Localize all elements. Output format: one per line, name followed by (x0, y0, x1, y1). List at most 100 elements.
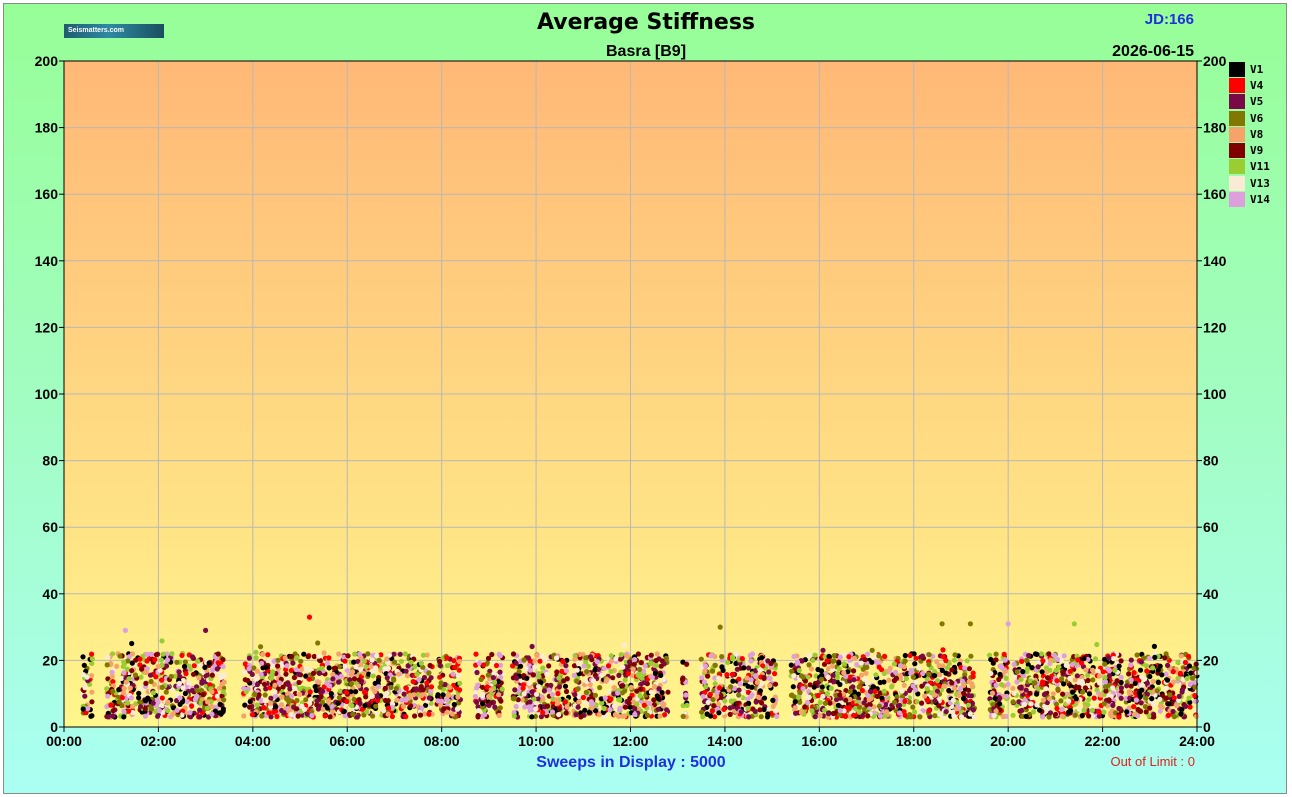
data-point-v4 (736, 676, 742, 682)
data-point-v14 (601, 665, 607, 672)
data-point-v13 (806, 694, 812, 701)
y-tick-label-right: 160 (1203, 186, 1227, 202)
data-point-v11 (1071, 621, 1077, 627)
data-point-v9 (718, 692, 724, 698)
data-point-v9 (351, 676, 358, 682)
data-point-v1 (733, 660, 739, 667)
data-point-v6 (388, 684, 394, 691)
data-point-v14 (1157, 708, 1163, 714)
data-point-v6 (584, 669, 590, 675)
data-point-v1 (312, 684, 318, 690)
data-point-v1 (1137, 667, 1144, 673)
x-tick-label: 24:00 (1179, 733, 1215, 749)
data-point-v4 (1192, 693, 1198, 699)
data-point-v1 (835, 702, 842, 708)
data-point-v9 (498, 698, 504, 704)
data-point-v13 (1180, 677, 1186, 683)
data-point-v8 (969, 681, 975, 687)
data-point-v8 (350, 669, 356, 675)
data-point-v11 (965, 702, 972, 708)
data-point-v13 (159, 702, 165, 709)
data-point-v6 (438, 680, 444, 686)
data-point-v4 (444, 655, 450, 661)
data-point-v1 (770, 697, 776, 704)
data-point-v9 (1151, 714, 1157, 720)
data-point-v14 (156, 708, 162, 714)
data-point-v8 (438, 702, 444, 708)
data-point-v6 (806, 662, 812, 668)
data-point-v4 (274, 713, 280, 720)
data-point-v9 (1162, 655, 1168, 661)
data-point-v8 (196, 675, 202, 681)
data-point-v1 (915, 691, 921, 697)
data-point-v1 (1178, 711, 1184, 717)
data-point-v8 (993, 708, 999, 714)
data-point-v11 (531, 696, 537, 702)
data-point-v6 (990, 702, 996, 708)
data-point-v13 (790, 714, 796, 720)
data-point-v6 (1167, 692, 1173, 698)
data-point-v13 (574, 667, 580, 673)
data-point-v11 (637, 693, 643, 699)
data-point-v8 (744, 675, 750, 681)
data-point-v4 (451, 658, 457, 664)
data-point-v8 (89, 689, 95, 695)
data-point-v6 (1010, 699, 1016, 705)
data-point-v8 (534, 652, 540, 658)
data-point-v8 (411, 692, 417, 698)
data-point-v6 (315, 640, 321, 646)
data-point-v1 (943, 670, 949, 676)
data-point-v6 (736, 692, 742, 698)
data-point-v1 (1073, 696, 1079, 702)
data-point-v4 (426, 711, 432, 717)
data-point-v14 (309, 712, 315, 719)
data-point-v8 (901, 682, 907, 689)
data-point-v8 (847, 696, 853, 702)
data-point-v6 (717, 624, 723, 630)
data-point-v6 (336, 664, 342, 670)
data-point-v8 (282, 655, 288, 661)
data-point-v1 (749, 684, 755, 690)
data-point-v9 (862, 657, 868, 663)
data-point-v4 (872, 688, 878, 695)
x-tick-label: 08:00 (424, 733, 460, 749)
data-point-v4 (110, 679, 116, 685)
data-point-v11 (198, 700, 204, 706)
data-point-v11 (536, 674, 542, 680)
data-point-v9 (651, 697, 657, 703)
data-point-v13 (1076, 706, 1082, 712)
data-point-v5 (1074, 673, 1080, 679)
data-point-v9 (1136, 708, 1143, 714)
data-point-v1 (1132, 680, 1138, 687)
data-point-v6 (125, 658, 131, 664)
data-point-v9 (292, 690, 299, 697)
data-point-v8 (208, 703, 215, 710)
data-point-v14 (647, 700, 653, 706)
data-point-v9 (571, 663, 578, 669)
data-point-v4 (902, 712, 908, 718)
data-point-v14 (1106, 668, 1113, 674)
data-point-v11 (319, 665, 325, 671)
data-point-v6 (393, 685, 399, 692)
data-point-v5 (486, 702, 492, 709)
data-point-v8 (1083, 667, 1089, 673)
data-point-v4 (1116, 714, 1122, 720)
data-point-v5 (105, 714, 111, 720)
data-point-v13 (292, 685, 298, 691)
data-point-v5 (573, 712, 579, 718)
data-point-v5 (738, 709, 744, 715)
data-point-v13 (533, 691, 540, 697)
data-point-v11 (653, 662, 659, 669)
data-point-v11 (158, 657, 165, 663)
data-point-v5 (246, 655, 252, 661)
data-point-v5 (405, 663, 411, 669)
data-point-v11 (1094, 641, 1100, 648)
data-point-v4 (267, 685, 273, 691)
data-point-v8 (940, 663, 946, 669)
data-point-v14 (128, 695, 134, 701)
data-point-v9 (622, 704, 628, 710)
data-point-v9 (768, 660, 774, 667)
x-tick-label: 04:00 (235, 733, 271, 749)
data-point-v5 (851, 677, 857, 683)
data-point-v14 (416, 676, 422, 683)
